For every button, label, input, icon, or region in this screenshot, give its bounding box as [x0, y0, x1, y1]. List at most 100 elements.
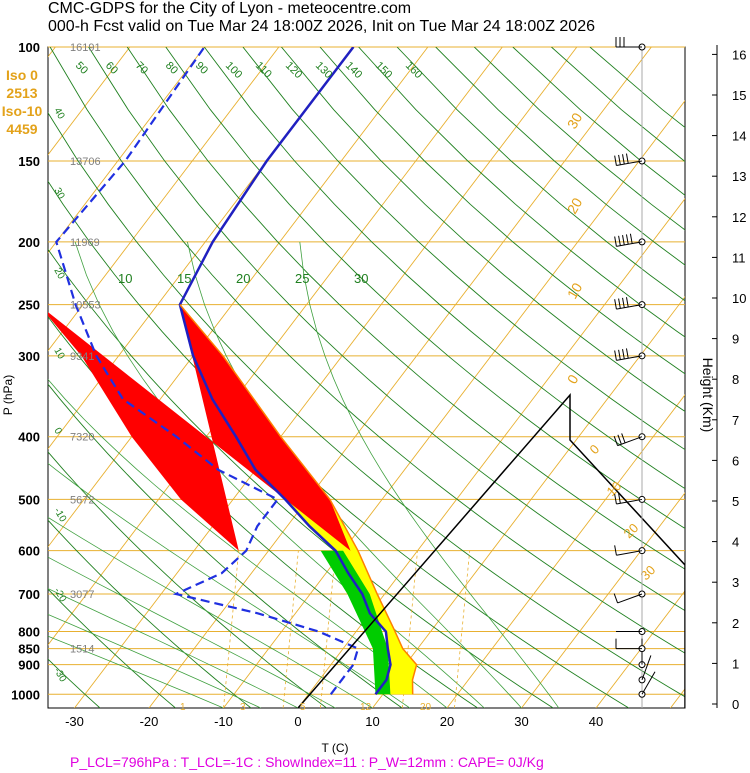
chart-subtitle: 000-h Fcst valid on Tue Mar 24 18:00Z 20…: [48, 18, 595, 35]
height-tick-label: 0: [732, 697, 739, 712]
wind-barb: [616, 550, 643, 556]
dry-adiabat-line: [48, 180, 630, 708]
isotherm-line: [521, 492, 685, 708]
dry-adiabat-line: [49, 47, 685, 654]
temperature-tick-label: 40: [589, 714, 603, 729]
theta-label: 0: [51, 426, 64, 437]
height-tick-label: 9: [732, 332, 739, 347]
pressure-tick-label: 250: [18, 298, 40, 313]
pressure-tick-label: 1000: [11, 687, 40, 702]
temperature-tick-label: 10: [365, 714, 379, 729]
moist-adiabat-label: 10: [118, 271, 132, 286]
height-label: 11969: [70, 237, 100, 249]
dry-adiabat-line: [281, 47, 685, 412]
mixing-ratio-label: 3: [240, 702, 246, 713]
mixing-ratio-line: [319, 550, 337, 708]
wind-barb: [641, 655, 652, 681]
mixing-ratio-label: 20: [420, 702, 432, 713]
wind-barb-feather: [618, 154, 621, 165]
wind-barb-feather: [618, 235, 621, 246]
height-tick-label: 10: [732, 291, 746, 306]
dry-adiabat-line: [358, 47, 685, 338]
pressure-tick-label: 800: [18, 625, 40, 640]
isotherm-line: [48, 47, 280, 352]
wind-barb-feather: [614, 350, 617, 361]
freezing-level-box: Iso 0 2513 Iso-10 4459: [0, 66, 44, 138]
dry-adiabat-line: [242, 47, 685, 451]
pressure-tick-label: 100: [18, 40, 40, 55]
moist-adiabat-line: [48, 635, 224, 708]
moist-adiabat-line: [299, 241, 560, 708]
temperature-tick-label: -20: [140, 714, 159, 729]
wind-barb-feather: [622, 235, 625, 246]
iso-10-value: 4459: [6, 121, 38, 137]
wind-barb-feather: [629, 233, 633, 244]
isotherm-line: [48, 47, 205, 254]
wind-barb: [616, 355, 643, 361]
dry-adiabat-line: [48, 519, 252, 708]
dry-adiabat-line: [48, 383, 403, 708]
pressure-tick-label: 850: [18, 642, 40, 657]
moist-adiabat-line: [48, 556, 336, 708]
moist-adiabat-line: [48, 588, 299, 708]
wind-barb-feather: [621, 433, 626, 444]
height-label: 16191: [70, 42, 101, 54]
height-label: 13706: [70, 156, 101, 168]
right-scale-label: 30: [564, 110, 586, 132]
right-scale-label: 10: [564, 280, 586, 302]
height-tick-label: 4: [732, 535, 739, 550]
moist-adiabat-line: [48, 462, 411, 708]
theta-label: 30: [51, 186, 66, 202]
moist-adiabat-label: 30: [354, 271, 368, 286]
dry-adiabat-line: [88, 47, 685, 612]
pressure-tick-label: 150: [18, 154, 40, 169]
chart-title: CMC-GDPS for the City of Lyon - meteocen…: [48, 0, 412, 17]
wind-barb-feather: [625, 153, 629, 164]
height-label: 1514: [70, 644, 94, 656]
isotherm-line: [48, 47, 503, 646]
y-axis-label: P (hPa): [1, 375, 15, 415]
height-label: 3077: [70, 589, 94, 601]
height-tick-label: 12: [732, 210, 746, 225]
iso-10-label: Iso-10: [1, 103, 43, 119]
height-tick-label: 3: [732, 575, 739, 590]
dry-adiabat-line: [126, 47, 685, 570]
isotherm-line: [297, 198, 685, 708]
wind-barb-feather: [622, 297, 625, 308]
pressure-tick-label: 700: [18, 587, 40, 602]
dry-adiabat-line: [48, 658, 101, 708]
wind-barb-feather: [625, 297, 629, 308]
wind-barb: [617, 593, 643, 604]
pressure-tick-label: 600: [18, 544, 40, 559]
wind-barb-feather: [614, 494, 617, 505]
isotherm-line: [372, 296, 685, 708]
dry-adiabat-line: [165, 47, 685, 529]
height-tick-label: 1: [732, 656, 739, 671]
iso0-value: 2513: [6, 85, 38, 101]
wind-barb-feather: [613, 436, 619, 446]
isotherm-line: [446, 394, 685, 708]
theta-label: 20: [51, 266, 66, 282]
wind-barb-feather: [614, 155, 617, 166]
mixing-ratio-label: 5: [300, 702, 306, 713]
moist-adiabat-label: 25: [295, 271, 309, 286]
pressure-tick-label: 500: [18, 492, 40, 507]
temperature-tick-label: -10: [214, 714, 233, 729]
mixing-ratio-label: 1: [180, 702, 186, 713]
dry-adiabat-line: [48, 112, 685, 698]
pressure-tick-label: 300: [18, 349, 40, 364]
wind-barb-feather: [618, 349, 621, 360]
wind-barb-feather: [625, 348, 629, 359]
dry-adiabat-line: [48, 248, 554, 708]
theta-label: 10: [51, 346, 66, 362]
height-tick-label: 14: [732, 129, 746, 144]
iso0-label: Iso 0: [6, 67, 38, 83]
height-tick-label: 11: [732, 250, 746, 265]
mixing-ratio-line: [282, 550, 299, 708]
mixing-ratio-line: [454, 550, 471, 708]
moist-adiabat-line: [48, 516, 373, 708]
x-axis-label: T (C): [321, 741, 348, 755]
wind-barb-feather: [618, 298, 621, 309]
isotherm-line: [595, 590, 685, 708]
